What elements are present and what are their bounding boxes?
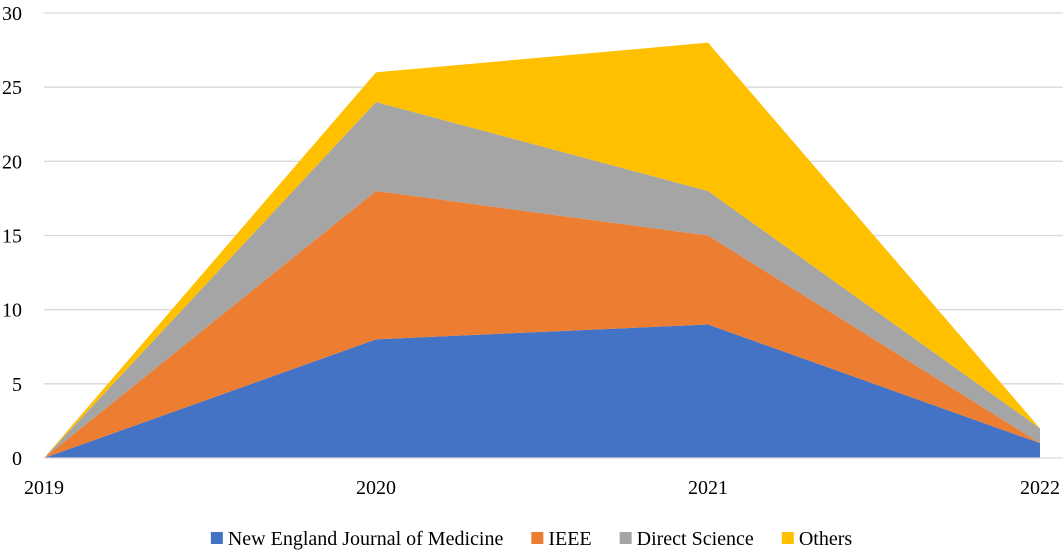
legend-swatch	[210, 532, 223, 544]
legend-item-3: Others	[781, 528, 853, 550]
x-tick-label: 2022	[1020, 477, 1060, 499]
legend-label: Others	[799, 528, 853, 550]
x-tick-label: 2020	[356, 477, 396, 499]
axes: 0 5 10 15 20 25 30 2019 2020 2021 2022	[2, 3, 1063, 499]
legend-item-0: New England Journal of Medicine	[210, 528, 504, 550]
area-series-3	[44, 42, 1040, 459]
legend-label: New England Journal of Medicine	[228, 528, 504, 550]
x-tick-label: 2021	[688, 477, 728, 499]
y-tick-label: 15	[2, 226, 22, 248]
y-tick-label: 5	[12, 374, 22, 396]
y-tick-label: 0	[12, 448, 22, 470]
legend-swatch	[781, 532, 794, 544]
legend-label: Direct Science	[637, 528, 754, 550]
legend: New England Journal of Medicine IEEE Direc…	[210, 528, 853, 550]
legend-swatch	[619, 532, 632, 544]
legend-item-2: Direct Science	[619, 528, 754, 550]
legend-label: IEEE	[548, 528, 591, 550]
area-series-0	[44, 324, 1040, 458]
y-tick-label: 20	[2, 151, 22, 173]
y-tick-label: 25	[2, 77, 22, 99]
legend-swatch	[531, 532, 544, 544]
y-tick-label: 30	[2, 3, 22, 25]
x-tick-label: 2019	[24, 477, 64, 499]
series-areas	[44, 42, 1040, 459]
y-tick-label: 10	[2, 300, 22, 322]
legend-item-1: IEEE	[531, 528, 592, 550]
